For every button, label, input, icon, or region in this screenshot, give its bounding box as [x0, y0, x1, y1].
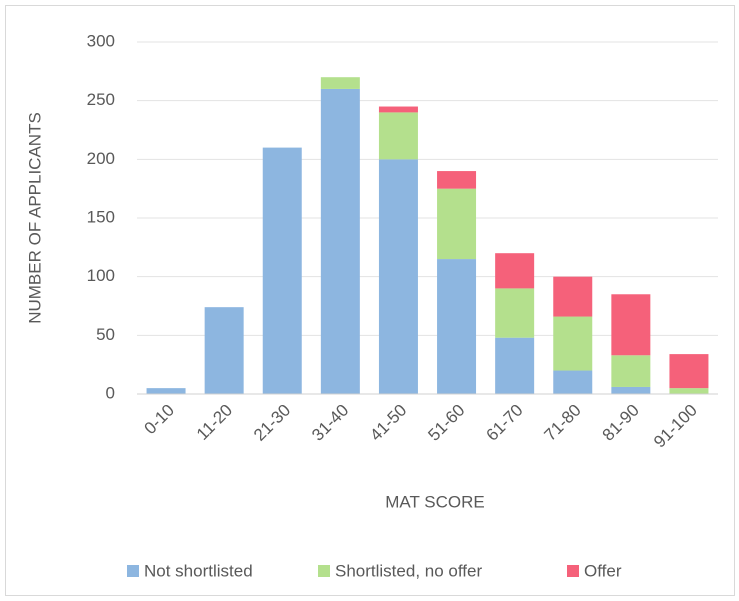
- bar-segment: [495, 288, 535, 338]
- bar-segment: [437, 188, 477, 260]
- bar-segment: [378, 112, 418, 160]
- bar-segment: [146, 388, 186, 394]
- legend-swatch: [318, 565, 330, 577]
- y-tick-label: 0: [106, 383, 115, 402]
- legend-label: Shortlisted, no offer: [335, 561, 482, 580]
- legend-swatch: [567, 565, 579, 577]
- y-tick-label: 200: [87, 149, 115, 168]
- bar-segment: [553, 370, 593, 394]
- y-tick-label: 250: [87, 90, 115, 109]
- y-tick-label: 300: [87, 31, 115, 50]
- y-axis-label: NUMBER OF APPLICANTS: [25, 112, 44, 324]
- bar-segment: [378, 159, 418, 394]
- legend-label: Offer: [584, 561, 622, 580]
- bar-segment: [320, 88, 360, 394]
- bar-segment: [669, 388, 709, 394]
- bar-segment: [553, 276, 593, 317]
- bar-segment: [611, 294, 651, 356]
- bar-segment: [437, 259, 477, 394]
- bar-segment: [669, 354, 709, 389]
- y-tick-label: 100: [87, 266, 115, 285]
- bar-segment: [553, 316, 593, 371]
- y-tick-label: 50: [96, 325, 115, 344]
- bar-segment: [378, 106, 418, 113]
- y-tick-label: 150: [87, 207, 115, 226]
- bar-segment: [262, 147, 302, 394]
- bar-segment: [495, 253, 535, 289]
- legend-swatch: [127, 565, 139, 577]
- bar-segment: [437, 171, 477, 189]
- x-axis-label: MAT SCORE: [385, 492, 485, 511]
- bar-segment: [611, 355, 651, 387]
- bar-segment: [611, 386, 651, 394]
- bar-segment: [495, 337, 535, 394]
- bar-segment: [204, 307, 244, 394]
- bar-segment: [320, 77, 360, 89]
- legend-label: Not shortlisted: [144, 561, 253, 580]
